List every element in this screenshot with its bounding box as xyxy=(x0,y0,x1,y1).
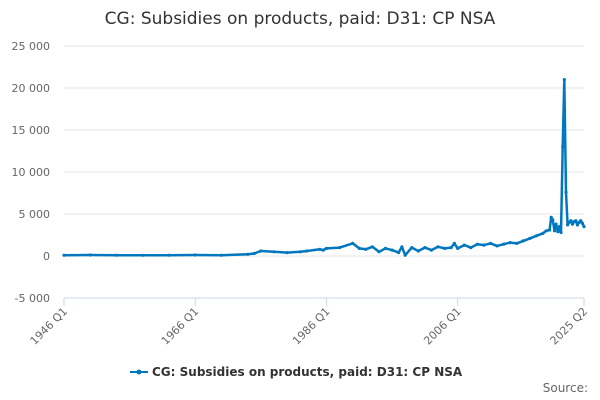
data-point[interactable] xyxy=(508,241,512,245)
data-point[interactable] xyxy=(462,243,466,247)
data-point[interactable] xyxy=(400,245,404,249)
data-point[interactable] xyxy=(416,249,420,253)
y-tick-label: 20 000 xyxy=(12,82,51,95)
data-point[interactable] xyxy=(436,245,440,249)
y-tick-label: 15 000 xyxy=(12,124,51,137)
data-point[interactable] xyxy=(193,253,197,257)
data-point[interactable] xyxy=(305,249,309,253)
data-point[interactable] xyxy=(377,250,381,254)
x-tick-label: 1966 Q1 xyxy=(159,305,202,348)
data-point[interactable] xyxy=(552,229,557,233)
data-point[interactable] xyxy=(502,242,506,246)
data-point[interactable] xyxy=(551,218,555,222)
gridlines xyxy=(64,45,584,299)
y-tick-label: 5 000 xyxy=(19,208,51,221)
series-layer xyxy=(62,78,586,257)
data-point[interactable] xyxy=(579,219,583,223)
data-point[interactable] xyxy=(449,246,453,250)
data-point[interactable] xyxy=(351,241,355,245)
data-point[interactable] xyxy=(383,246,388,250)
data-point[interactable] xyxy=(557,225,562,229)
data-point[interactable] xyxy=(443,246,447,250)
x-tick-label: 2006 Q1 xyxy=(421,305,464,348)
data-point[interactable] xyxy=(252,251,256,256)
x-axis: 1946 Q1 1966 Q1 1986 Q1 2006 Q1 2025 Q2 xyxy=(28,297,591,348)
data-point[interactable] xyxy=(562,78,566,82)
data-point[interactable] xyxy=(62,253,66,257)
data-point[interactable] xyxy=(403,253,407,257)
data-point[interactable] xyxy=(564,190,568,194)
data-point[interactable] xyxy=(521,239,525,243)
data-point[interactable] xyxy=(574,219,578,223)
data-point[interactable] xyxy=(390,248,394,252)
data-point[interactable] xyxy=(534,234,539,238)
data-point[interactable] xyxy=(88,253,92,257)
data-point[interactable] xyxy=(544,229,548,233)
data-point[interactable] xyxy=(561,145,565,149)
data-point[interactable] xyxy=(482,243,486,247)
data-point[interactable] xyxy=(114,253,119,257)
y-tick-label: 25 000 xyxy=(12,40,51,53)
data-point[interactable] xyxy=(548,228,552,232)
y-tick-label: 0 xyxy=(43,250,50,263)
legend[interactable]: CG: Subsidies on products, paid: D31: CP… xyxy=(130,365,463,379)
series-line-0[interactable] xyxy=(62,78,586,257)
chart-title: CG: Subsidies on products, paid: D31: CP… xyxy=(105,9,496,29)
data-point[interactable] xyxy=(318,247,322,251)
data-point[interactable] xyxy=(219,253,224,257)
data-point[interactable] xyxy=(364,247,368,251)
data-point[interactable] xyxy=(495,244,499,248)
data-point[interactable] xyxy=(321,248,325,252)
data-point[interactable] xyxy=(515,241,519,245)
data-point[interactable] xyxy=(259,249,263,253)
data-point[interactable] xyxy=(456,246,460,250)
data-point[interactable] xyxy=(452,241,456,245)
x-tick-label: 1946 Q1 xyxy=(28,305,71,348)
data-point[interactable] xyxy=(582,225,586,229)
data-point[interactable] xyxy=(167,253,171,257)
y-axis: -5 000 0 5 000 10 000 15 000 20 000 25 000 xyxy=(12,40,51,305)
data-point[interactable] xyxy=(338,246,342,250)
data-point[interactable] xyxy=(410,246,414,250)
data-point[interactable] xyxy=(554,222,558,226)
data-point[interactable] xyxy=(541,231,545,235)
data-point[interactable] xyxy=(575,223,580,227)
data-point[interactable] xyxy=(528,236,532,240)
data-point[interactable] xyxy=(569,219,573,223)
data-point[interactable] xyxy=(469,246,473,250)
data-point[interactable] xyxy=(429,248,433,252)
x-tick-label: 2025 Q2 xyxy=(548,305,591,348)
y-tick-label: 10 000 xyxy=(12,166,51,179)
data-point[interactable] xyxy=(370,245,374,249)
legend-swatch-marker xyxy=(136,369,142,375)
data-point[interactable] xyxy=(272,250,276,254)
data-point[interactable] xyxy=(324,246,329,250)
data-point[interactable] xyxy=(475,242,479,246)
data-point[interactable] xyxy=(141,253,145,257)
data-point[interactable] xyxy=(559,230,563,235)
data-point[interactable] xyxy=(488,241,493,245)
data-point[interactable] xyxy=(397,251,401,255)
legend-label: CG: Subsidies on products, paid: D31: CP… xyxy=(152,365,463,379)
data-point[interactable] xyxy=(298,250,302,254)
data-point[interactable] xyxy=(566,223,570,227)
data-point[interactable] xyxy=(246,252,250,256)
x-tick-label: 1986 Q1 xyxy=(290,305,333,348)
y-tick-label: -5 000 xyxy=(15,292,50,305)
data-point[interactable] xyxy=(423,246,427,250)
data-point[interactable] xyxy=(357,246,361,250)
data-point[interactable] xyxy=(549,215,553,219)
source-label: Source: xyxy=(543,381,588,395)
data-point[interactable] xyxy=(556,230,560,234)
data-point[interactable] xyxy=(285,251,289,255)
data-point[interactable] xyxy=(570,222,575,226)
data-point[interactable] xyxy=(580,221,585,225)
